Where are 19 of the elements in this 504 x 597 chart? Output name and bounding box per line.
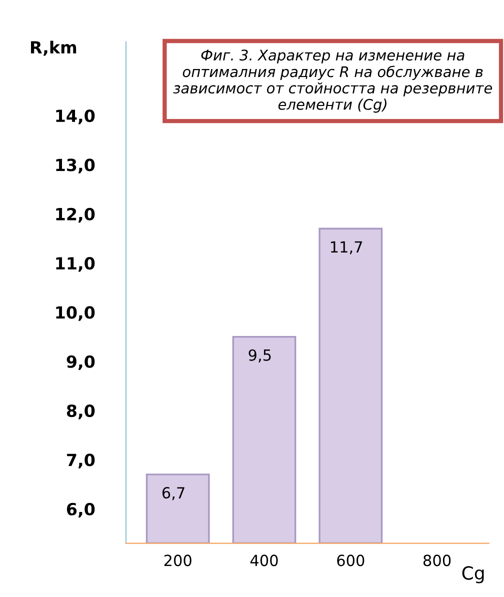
y-tick-label: 9,0 xyxy=(66,355,95,370)
data-label: 9,5 xyxy=(248,349,271,362)
x-axis-title: Cg xyxy=(462,566,484,584)
y-tick-label: 6,0 xyxy=(66,502,95,518)
data-label: 6,7 xyxy=(162,487,184,500)
y-tick-label: 7,0 xyxy=(67,454,95,468)
y-tick-label: 11,0 xyxy=(56,256,95,272)
y-axis-title: R,km xyxy=(30,40,76,56)
y-tick-label: 14,0 xyxy=(56,110,95,124)
x-tick-label: 400 xyxy=(250,554,278,566)
y-tick-label: 8,0 xyxy=(66,404,95,420)
text: Фиг. 3. Характер на изменение на оптималния радиус R на обслужване в зависимост от стойността на резервните елементи (Cg) xyxy=(173,50,492,113)
y-tick-label: 12,0 xyxy=(56,208,95,223)
y-tick-label: 13,0 xyxy=(56,158,95,174)
y-tick-label: 10,0 xyxy=(56,306,95,321)
data-label: 11,7 xyxy=(330,241,362,254)
x-tick-label: 200 xyxy=(164,554,192,566)
x-tick-label: 800 xyxy=(423,554,451,566)
x-tick-label: 600 xyxy=(337,554,364,566)
